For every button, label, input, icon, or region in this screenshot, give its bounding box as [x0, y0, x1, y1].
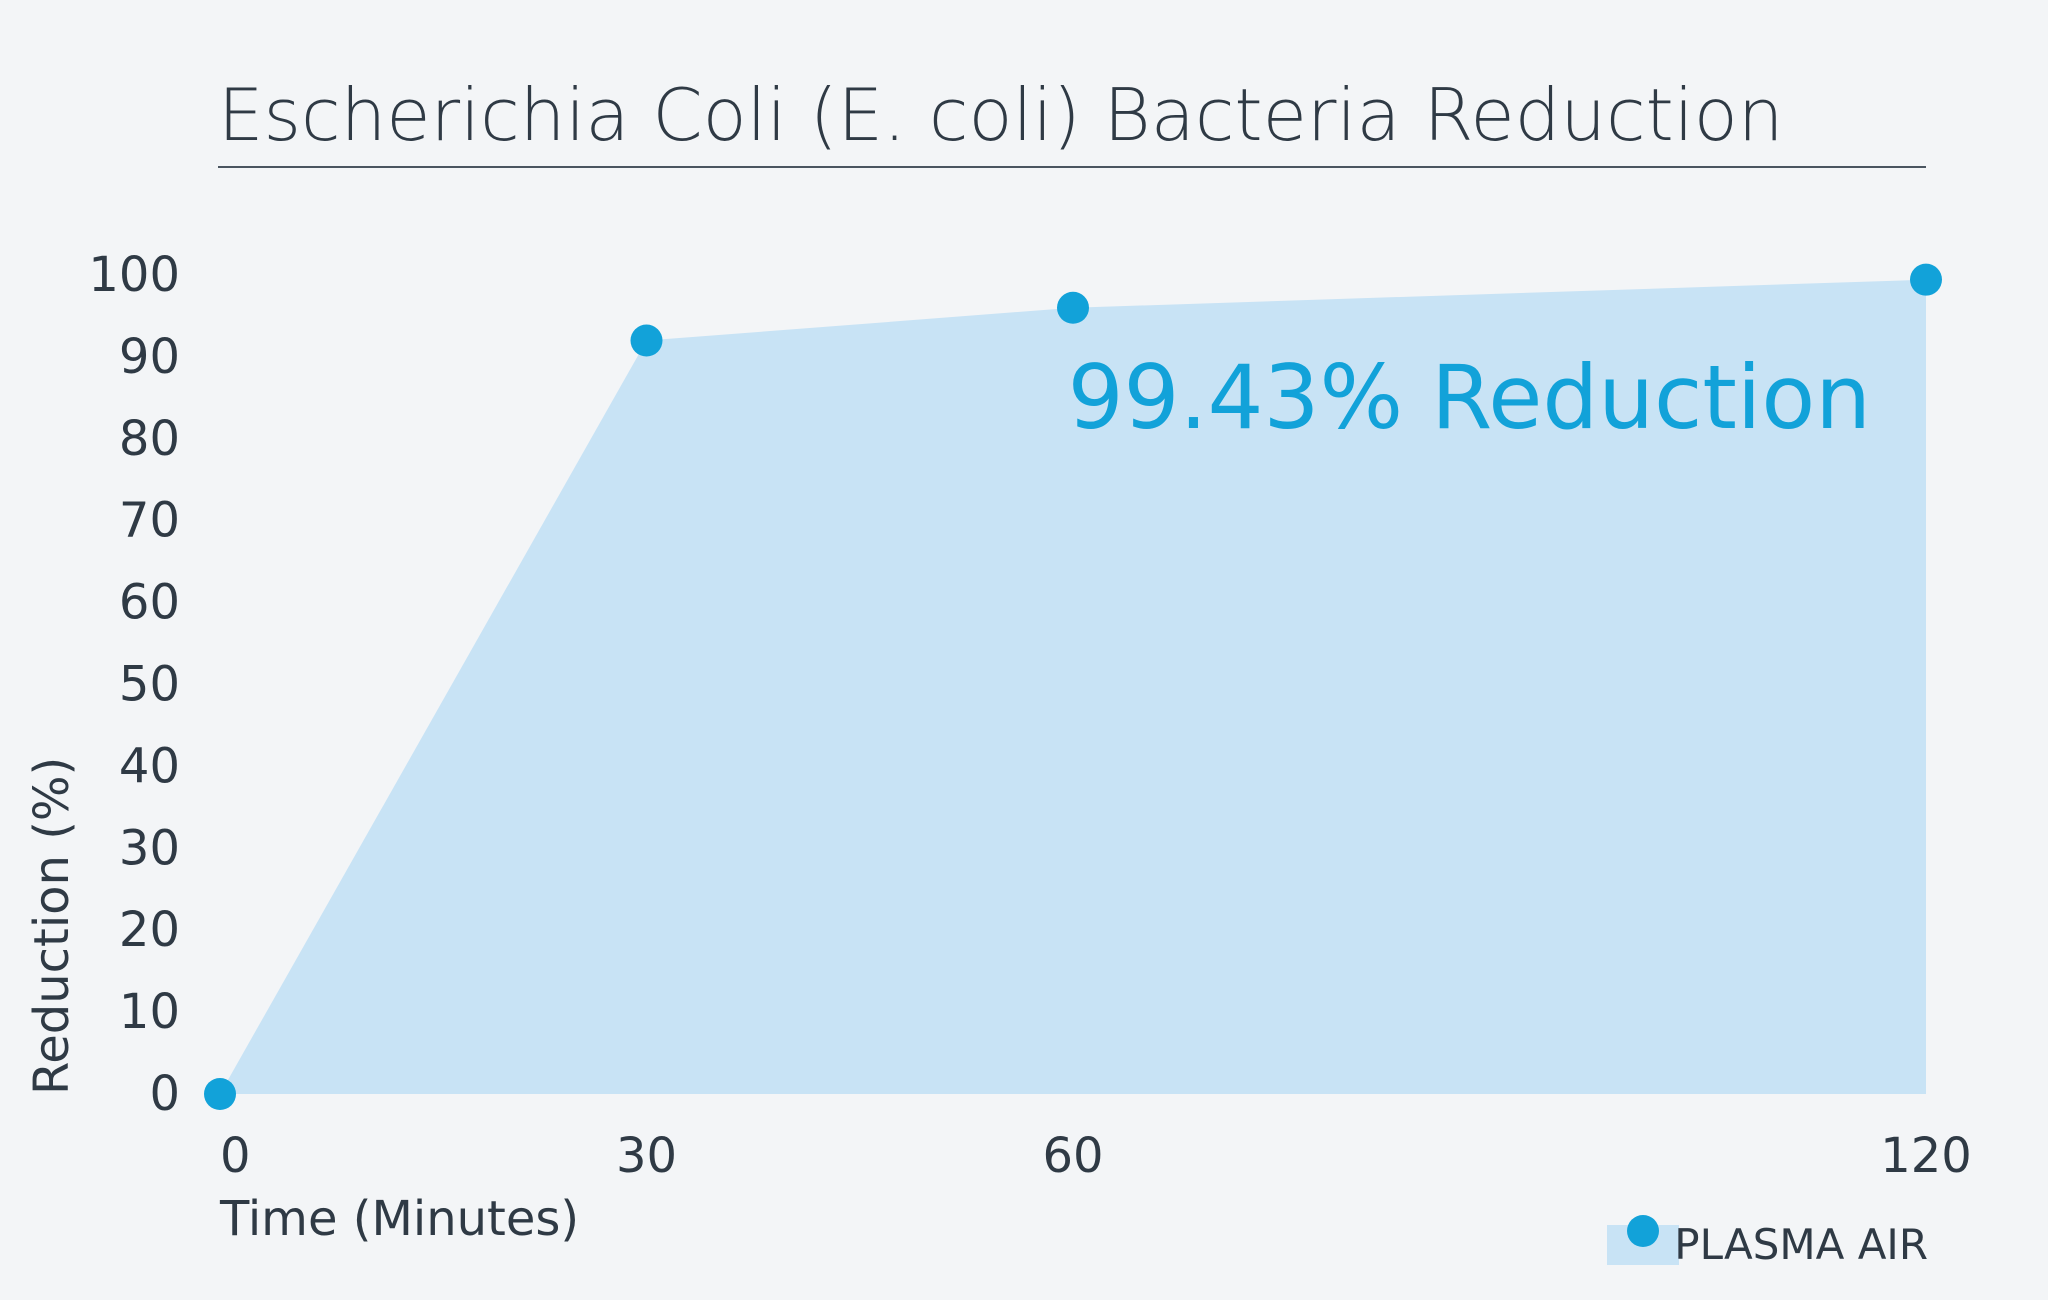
x-tick-label: 0 — [220, 1128, 251, 1184]
y-tick-label: 70 — [119, 493, 180, 549]
legend-marker — [1627, 1215, 1659, 1247]
y-axis-ticks: 0 10 20 30 40 50 60 70 80 90 100 — [88, 247, 180, 1122]
data-point — [204, 1078, 236, 1110]
data-point — [630, 324, 663, 357]
data-point — [1057, 291, 1089, 324]
y-tick-label: 40 — [119, 738, 180, 794]
y-tick-label: 10 — [119, 984, 180, 1040]
x-axis-label: Time (Minutes) — [219, 1191, 579, 1247]
y-tick-label: 90 — [119, 329, 180, 385]
chart-title: Escherichia Coli (E. coli) Bacteria Redu… — [218, 73, 1783, 157]
y-tick-label: 80 — [119, 411, 180, 467]
y-tick-label: 0 — [149, 1066, 180, 1122]
y-tick-label: 60 — [119, 575, 180, 631]
y-tick-label: 20 — [119, 902, 180, 958]
y-tick-label: 30 — [119, 820, 180, 876]
y-axis-label: Reduction (%) — [24, 757, 80, 1095]
y-tick-label: 100 — [88, 247, 180, 303]
reduction-annotation: 99.43% Reduction — [1068, 346, 1871, 449]
legend: PLASMA AIR — [1607, 1215, 1928, 1269]
x-tick-label: 120 — [1880, 1128, 1972, 1184]
legend-label: PLASMA AIR — [1674, 1220, 1928, 1269]
data-point — [1910, 263, 1942, 296]
x-tick-label: 60 — [1042, 1128, 1103, 1184]
y-tick-label: 50 — [119, 657, 180, 713]
plot-area — [204, 263, 1942, 1110]
x-axis-ticks: 0 30 60 120 — [220, 1128, 1972, 1184]
x-tick-label: 30 — [616, 1128, 677, 1184]
series-area — [220, 279, 1926, 1094]
